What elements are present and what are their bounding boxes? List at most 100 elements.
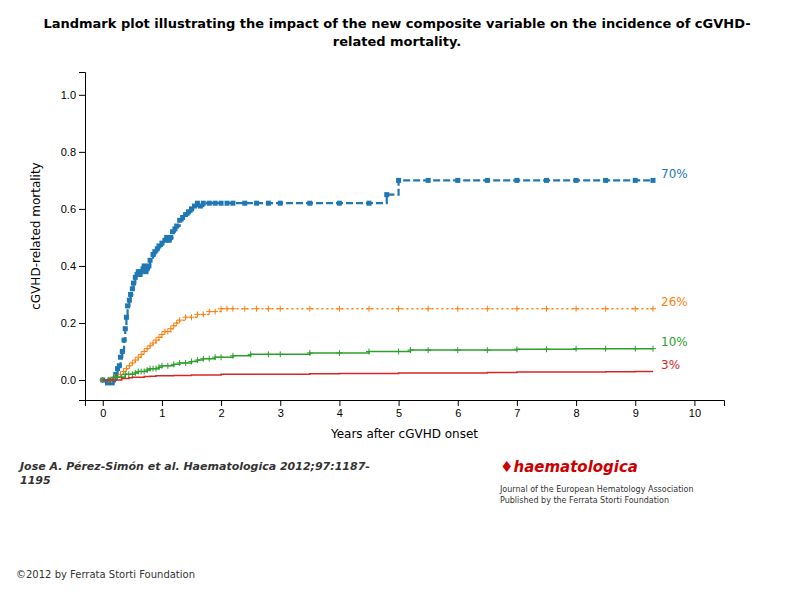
- marker: [265, 351, 271, 357]
- marker: [123, 326, 128, 331]
- tick-label: 2: [219, 407, 225, 419]
- series-line: [103, 180, 653, 383]
- tick-mark: [79, 323, 85, 324]
- marker: [514, 346, 520, 352]
- text-line: related mortality.: [333, 34, 462, 49]
- text-line: Published by the Ferrata Storti Foundati…: [500, 496, 669, 505]
- marker: [455, 347, 461, 353]
- marker: [150, 340, 156, 346]
- marker: [336, 350, 342, 356]
- annotation: Jose A. Pérez-Simón et al. Haematologica…: [18, 460, 370, 487]
- marker: [122, 338, 127, 343]
- tick: 0: [100, 400, 106, 419]
- marker: [218, 354, 224, 360]
- marker: [277, 351, 283, 357]
- marker: [485, 178, 490, 183]
- tick-mark: [103, 400, 104, 406]
- marker: [230, 353, 236, 359]
- tick-label: 5: [396, 407, 402, 419]
- tick: 4: [337, 400, 343, 419]
- marker: [573, 346, 579, 352]
- marker: [189, 358, 195, 364]
- tick: 6: [455, 400, 461, 419]
- marker: [396, 178, 401, 183]
- marker: [603, 178, 608, 183]
- plot: 0123456789100.00.20.40.60.81.070%26%10%3…: [61, 73, 725, 419]
- marker: [632, 306, 638, 312]
- marker: [573, 306, 579, 312]
- marker: [218, 306, 224, 312]
- marker: [177, 360, 183, 366]
- marker: [254, 306, 260, 312]
- marker: [514, 178, 519, 183]
- marker: [168, 326, 174, 332]
- marker: [230, 201, 235, 206]
- marker: [426, 178, 431, 183]
- marker: [189, 314, 195, 320]
- marker: [183, 360, 189, 366]
- marker: [171, 323, 177, 329]
- marker: [425, 306, 431, 312]
- tick: 0.4: [61, 260, 85, 272]
- tick-mark: [576, 400, 577, 406]
- marker: [484, 306, 490, 312]
- marker: [159, 331, 165, 337]
- tick-mark: [280, 400, 281, 406]
- marker: [124, 315, 129, 320]
- marker: [633, 178, 638, 183]
- tick-label: 1.0: [61, 89, 76, 101]
- marker: [153, 337, 159, 343]
- marker: [207, 201, 212, 206]
- tick-mark: [79, 152, 85, 153]
- marker: [194, 311, 200, 317]
- tick-label: 0.6: [61, 203, 76, 215]
- marker: [337, 201, 342, 206]
- series: [100, 346, 656, 383]
- marker: [650, 346, 656, 352]
- series-label: 3%: [661, 358, 680, 372]
- marker: [131, 281, 136, 286]
- tick: 0.2: [61, 317, 85, 329]
- marker: [200, 311, 206, 317]
- text-line: Journal of the European Hematology Assoc…: [499, 485, 693, 494]
- tick-label: 10: [689, 407, 701, 419]
- tick: 10: [689, 400, 701, 419]
- marker: [125, 303, 130, 308]
- marker: [120, 349, 125, 354]
- marker: [153, 366, 159, 372]
- marker: [484, 347, 490, 353]
- marker: [177, 317, 183, 323]
- tick-label: 0.2: [61, 317, 76, 329]
- marker: [144, 367, 150, 373]
- marker: [206, 356, 212, 362]
- marker: [632, 346, 638, 352]
- marker: [367, 201, 372, 206]
- tick: 5: [396, 400, 402, 419]
- marker: [165, 363, 171, 369]
- marker: [455, 178, 460, 183]
- y-axis: 0.00.20.40.60.81.0: [61, 73, 86, 401]
- marker: [144, 346, 150, 352]
- marker: [194, 357, 200, 363]
- marker: [278, 201, 283, 206]
- marker: [277, 306, 283, 312]
- marker: [171, 361, 177, 367]
- marker: [200, 356, 206, 362]
- tick-mark: [221, 400, 222, 406]
- marker: [174, 320, 180, 326]
- marker: [254, 201, 259, 206]
- tick-mark: [694, 400, 695, 406]
- text-line: 1195: [20, 474, 51, 487]
- marker: [156, 364, 162, 370]
- marker: [603, 306, 609, 312]
- series-line: [103, 371, 653, 380]
- marker: [148, 258, 153, 263]
- marker: [544, 178, 549, 183]
- marker: [242, 306, 248, 312]
- marker: [129, 371, 135, 377]
- marker: [224, 306, 230, 312]
- title: Landmark plot illustrating the impact of…: [43, 16, 750, 49]
- marker: [225, 201, 230, 206]
- series-labels: 70%26%10%3%: [661, 167, 688, 372]
- marker: [118, 355, 123, 360]
